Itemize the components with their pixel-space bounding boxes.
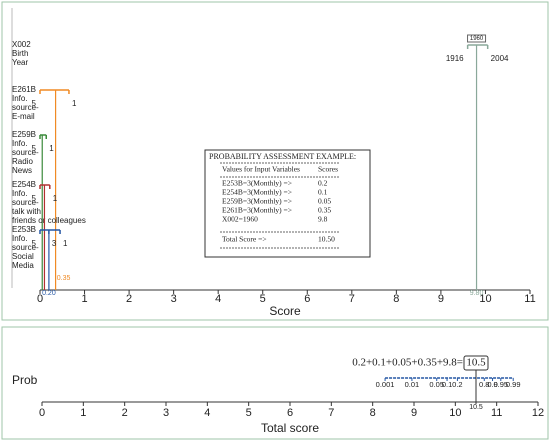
x-tick-label: 9	[411, 407, 417, 419]
x-tick-label: 8	[393, 293, 399, 305]
total-box	[463, 355, 489, 371]
variable-label: Info.	[12, 189, 28, 198]
total-box-label: 10.5	[466, 357, 486, 369]
box-row-label: E253B=3(Monthly) =>	[222, 179, 292, 188]
variable-label: News	[12, 166, 32, 175]
variable-label: E-mail	[12, 112, 35, 121]
x-tick-label: 6	[304, 293, 310, 305]
box-row-label: E254B=3(Monthly) =>	[222, 188, 292, 197]
prob-tick-label: 0.95	[493, 380, 508, 389]
box-header: Scores	[318, 165, 338, 174]
variable-label: source-	[12, 148, 39, 157]
level-label: 5	[32, 99, 37, 108]
level-label: 5	[32, 239, 37, 248]
formula: 0.2+0.1+0.05+0.35+9.8=	[352, 357, 463, 369]
box-row-label: E261B=3(Monthly) =>	[222, 206, 292, 215]
x-tick-label: 1	[81, 293, 87, 305]
total-label: 10.5	[469, 404, 483, 411]
variable-label: E261B	[12, 85, 36, 94]
x-tick-label: 6	[287, 407, 293, 419]
variable-label: source-	[12, 198, 39, 207]
selected-label: 1960	[470, 36, 484, 42]
level-label: 1916	[446, 54, 464, 63]
box-total-label: Total Score =>	[222, 235, 267, 244]
x-tick-label: 11	[524, 293, 535, 305]
x-axis-label: Total score	[261, 421, 319, 435]
box-frame	[204, 149, 371, 258]
x-tick-label: 9	[438, 293, 444, 305]
level-label: 3	[52, 239, 57, 248]
variable-label: Info.	[12, 139, 28, 148]
box-row-score: 0.2	[318, 179, 328, 188]
prob-tick-label: 0.01	[405, 380, 420, 389]
box-row-label: X002=1960	[222, 215, 258, 224]
level-label: 5	[32, 194, 37, 203]
box-row-score: 9.8	[318, 215, 328, 224]
x-tick-label: 4	[204, 407, 210, 419]
variable-label: source-	[12, 243, 39, 252]
level-label: 1	[49, 144, 54, 153]
x-tick-label: 5	[246, 407, 252, 419]
variable-label: Birth	[12, 49, 28, 58]
selected-value-label: 0.35	[57, 275, 71, 282]
y-axis-label: Prob	[12, 373, 38, 387]
variable-label: E254B	[12, 180, 36, 189]
box-row-score: 0.35	[318, 206, 331, 215]
selected-value-label: 0.20	[42, 290, 56, 297]
x-tick-label: 10	[479, 293, 491, 305]
x-tick-label: 0	[37, 293, 43, 305]
variable-label: Info.	[12, 94, 28, 103]
level-label: 2004	[491, 54, 509, 63]
level-label: 5	[32, 144, 37, 153]
box-row-score: 0.1	[318, 188, 328, 197]
prob-tick-label: 0.8	[479, 380, 489, 389]
prob-tick-label: 0.9	[487, 380, 497, 389]
variable-label: Info.	[12, 234, 28, 243]
box-total-value: 10.50	[318, 235, 335, 244]
variable-label: Media	[12, 261, 34, 270]
prob-tick-label: 0.001	[376, 380, 395, 389]
box-header: Values for Input Variables	[222, 165, 300, 174]
variable-label: source-	[12, 103, 39, 112]
variable-label: Radio	[12, 157, 33, 166]
level-label: 1	[53, 194, 58, 203]
variable-label: friends or colleagues	[12, 216, 86, 225]
variable-label: E259B	[12, 130, 36, 139]
level-label: 1	[72, 99, 77, 108]
example-box: PROBABILITY ASSESSMENT EXAMPLE: Values f…	[204, 149, 371, 258]
box-row-label: E259B=3(Monthly) =>	[222, 197, 292, 206]
x-tick-label: 7	[349, 293, 355, 305]
prob-tick-label: 0.2	[452, 380, 462, 389]
variable-label: E253B	[12, 225, 36, 234]
x-tick-label: 1	[80, 407, 86, 419]
bottom-panel	[1, 326, 549, 440]
x-axis-label: Score	[269, 304, 301, 318]
x-tick-label: 0	[39, 407, 45, 419]
x-tick-label: 3	[171, 293, 177, 305]
x-tick-label: 11	[491, 407, 502, 419]
prob-tick-label: 0.1	[442, 380, 452, 389]
x-tick-label: 7	[328, 407, 334, 419]
x-tick-label: 12	[532, 407, 544, 419]
variable-label: Social	[12, 252, 34, 261]
selected-value-label: 9.80	[470, 290, 484, 297]
prob-tick-label: 0.05	[429, 380, 444, 389]
variable-label: talk with	[12, 207, 41, 216]
x-tick-label: 5	[260, 293, 266, 305]
box-title: PROBABILITY ASSESSMENT EXAMPLE:	[209, 152, 356, 161]
selected-tag	[467, 34, 487, 43]
level-label: 1	[63, 239, 68, 248]
x-tick-label: 2	[126, 293, 132, 305]
variable-label: Year	[12, 58, 29, 67]
box-row-score: 0.05	[318, 197, 331, 206]
variable-label: X002	[12, 40, 31, 49]
x-tick-label: 8	[370, 407, 376, 419]
prob-tick-label: 0.99	[506, 380, 521, 389]
x-tick-label: 4	[215, 293, 221, 305]
x-tick-label: 2	[122, 407, 128, 419]
x-tick-label: 10	[449, 407, 461, 419]
x-tick-label: 3	[163, 407, 169, 419]
